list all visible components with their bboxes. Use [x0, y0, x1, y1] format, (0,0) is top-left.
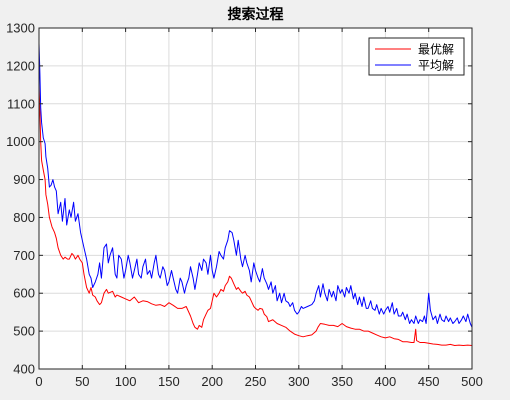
y-tick-label: 600 — [13, 286, 35, 301]
y-tick-label: 1100 — [7, 96, 35, 111]
series-line-1 — [38, 84, 473, 346]
x-tick-label: 100 — [115, 374, 137, 389]
legend-label: 最优解 — [418, 43, 454, 57]
chart-title: 搜索过程 — [228, 6, 284, 23]
y-tick-label: 400 — [13, 362, 35, 377]
x-tick-label: 150 — [158, 374, 180, 389]
x-tick-label: 250 — [245, 374, 267, 389]
x-tick-label: 200 — [201, 374, 223, 389]
axis-ticks: 0 50 100 150 200 250 300 350 400 450 500 400 500 600 7… — [6, 21, 483, 390]
series-group — [38, 43, 473, 346]
x-tick-label: 350 — [331, 374, 353, 389]
y-tick-label: 1000 — [6, 134, 35, 149]
series-line-2 — [38, 43, 473, 328]
legend-label: 平均解 — [418, 59, 454, 73]
y-tick-label: 700 — [13, 248, 35, 263]
x-tick-label: 300 — [288, 374, 310, 389]
x-tick-label: 0 — [35, 374, 42, 389]
y-tick-label: 1200 — [6, 58, 35, 73]
y-tick-label: 500 — [13, 324, 35, 339]
x-tick-label: 50 — [75, 374, 89, 389]
y-tick-label: 1300 — [6, 21, 35, 36]
x-tick-label: 500 — [461, 374, 483, 389]
legend-box — [368, 37, 465, 76]
y-tick-label: 900 — [13, 172, 35, 187]
x-tick-label: 450 — [418, 374, 440, 389]
x-tick-label: 400 — [375, 374, 397, 389]
y-tick-label: 800 — [13, 210, 35, 225]
